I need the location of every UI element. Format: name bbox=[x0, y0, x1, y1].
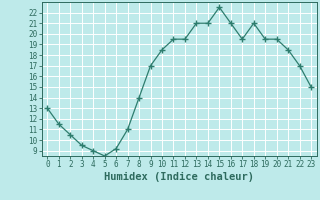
X-axis label: Humidex (Indice chaleur): Humidex (Indice chaleur) bbox=[104, 172, 254, 182]
